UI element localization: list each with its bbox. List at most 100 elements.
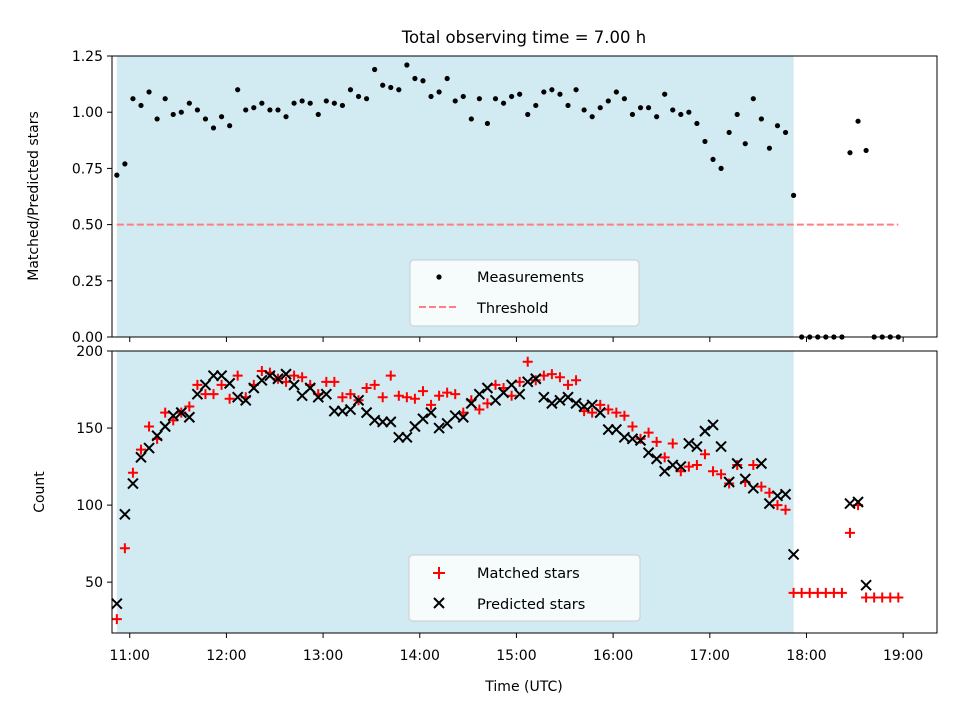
measurement-point	[790, 192, 797, 198]
measurement-point	[500, 100, 507, 106]
measurement-point	[202, 116, 209, 122]
measurement-point	[339, 102, 346, 109]
measurement-point	[613, 89, 619, 95]
matched-star-point	[329, 376, 340, 387]
matched-star-point	[224, 393, 235, 404]
matched-star-point	[426, 399, 437, 410]
matched-star-point	[603, 404, 614, 415]
measurement-point	[863, 147, 869, 154]
matched-star-point	[337, 392, 348, 403]
measurement-point	[323, 98, 329, 104]
measurement-point	[307, 100, 313, 106]
predicted-star-point	[522, 376, 534, 388]
bottom-x-tick-label: 15:00	[496, 648, 536, 664]
predicted-star-point	[747, 482, 760, 494]
bottom-x-tick-label: 12:00	[206, 648, 246, 664]
measurement-point	[557, 91, 563, 97]
legend-measurement-marker	[436, 274, 442, 280]
predicted-star-point	[465, 397, 478, 410]
matched-star-point	[506, 390, 517, 401]
bottom-x-axis: 11:00 12:00 13:00 14:00 15:00 16:00 17:00 18:00…	[110, 633, 923, 664]
measurement-point	[573, 87, 579, 93]
predicted-star-point	[779, 488, 792, 501]
matched-star-point	[844, 527, 855, 538]
measurement-point	[750, 96, 756, 102]
predicted-star-point	[505, 379, 518, 391]
predicted-star-point	[175, 406, 187, 419]
matched-star-point	[748, 460, 759, 471]
measurement-point	[742, 141, 748, 147]
matched-star-point	[450, 389, 461, 400]
measurement-point	[235, 87, 241, 93]
legend-predicted-marker	[433, 597, 445, 609]
predicted-star-point	[191, 388, 204, 400]
matched-star-point	[780, 504, 791, 515]
matched-star-point	[361, 382, 372, 393]
measurement-point	[396, 87, 402, 93]
predicted-star-point	[739, 473, 751, 485]
predicted-star-point	[159, 420, 171, 433]
predicted-star-point	[594, 406, 606, 419]
predicted-star-point	[264, 369, 276, 382]
measurement-point	[146, 89, 152, 95]
top-panel: 0.00 0.25 0.50 0.75 1.00 1.25 Matched/Predict…	[26, 49, 938, 346]
predicted-star-point	[280, 368, 292, 380]
bottom-x-tick-label: 11:00	[110, 648, 150, 664]
matched-star-point	[192, 379, 203, 390]
top-y-tick-label: 0.50	[72, 218, 103, 234]
predicted-star-point	[675, 460, 687, 473]
top-y-axis: 0.00 0.25 0.50 0.75 1.00 1.25	[72, 49, 112, 346]
predicted-star-point	[433, 422, 445, 434]
measurement-point	[565, 102, 571, 109]
measurement-point	[428, 93, 434, 100]
measurement-point	[847, 150, 853, 156]
top-y-tick-label: 1.25	[72, 49, 103, 65]
measurement-point	[299, 98, 305, 104]
measurement-point	[855, 118, 861, 124]
top-y-tick-label: 0.00	[72, 330, 103, 346]
matched-star-point	[643, 427, 654, 438]
measurement-point	[629, 111, 636, 118]
matched-star-point	[409, 393, 420, 404]
predicted-star-point	[401, 431, 413, 444]
matched-star-point	[369, 379, 380, 390]
measurement-point	[694, 120, 700, 127]
legend-matched-label: Matched stars	[477, 566, 580, 582]
predicted-star-point	[240, 394, 252, 407]
measurement-point	[517, 91, 523, 97]
predicted-star-point	[715, 440, 727, 453]
measurement-point	[243, 107, 249, 113]
matched-star-point	[554, 372, 565, 383]
measurement-point	[597, 105, 603, 111]
matched-star-point	[893, 592, 904, 603]
measurement-point	[372, 66, 378, 73]
bottom-y-tick-label: 100	[76, 498, 103, 514]
bottom-y-axis-label: Count	[32, 471, 48, 513]
measurement-point	[291, 100, 297, 106]
matched-star-point	[764, 487, 775, 498]
matched-star-point	[538, 370, 549, 381]
matched-star-point	[587, 407, 598, 418]
predicted-star-point	[530, 373, 542, 385]
matched-star-point	[619, 410, 630, 421]
predicted-star-point	[272, 373, 284, 385]
bottom-legend-box	[408, 554, 641, 622]
matched-star-point	[546, 369, 557, 380]
matched-star-point	[716, 469, 727, 480]
measurement-point	[210, 125, 217, 131]
predicted-star-point	[860, 579, 872, 591]
measurement-point	[460, 93, 466, 100]
matched-star-point	[756, 481, 767, 492]
predicted-star-point	[634, 434, 647, 447]
predicted-star-point	[699, 425, 711, 437]
measurement-point	[347, 87, 354, 93]
predicted-star-point	[546, 397, 558, 410]
predicted-star-point	[650, 453, 663, 465]
matched-star-point	[522, 356, 533, 367]
matched-star-point	[345, 389, 356, 400]
bottom-x-tick-label: 18:00	[786, 648, 826, 664]
matched-star-point	[442, 387, 453, 398]
measurement-point	[267, 107, 273, 113]
measurement-point	[492, 96, 499, 102]
